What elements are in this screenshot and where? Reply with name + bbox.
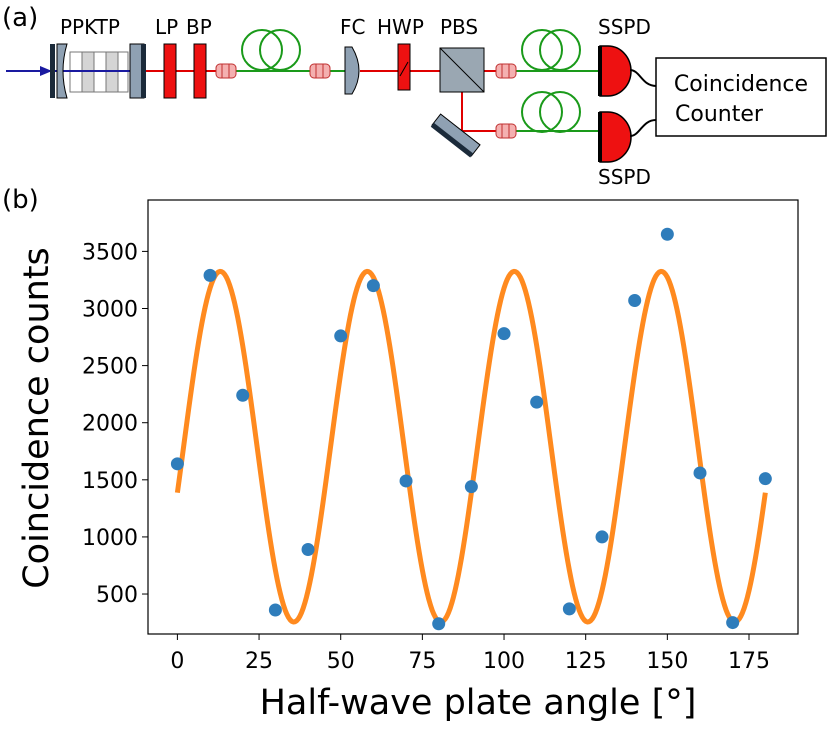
sspd-bottom-detector [599,111,632,163]
data-point [301,542,315,556]
data-point [170,457,184,471]
x-tick-label: 50 [327,649,355,674]
cable-bottom [629,119,657,137]
series-layer [170,227,772,631]
label-hwp: HWP [377,15,424,39]
x-axis-label: Half-wave plate angle [°] [260,683,697,723]
fiber-loop-3 [521,91,581,133]
label-sspd-top: SSPD [598,15,651,39]
plot-frame [147,199,799,635]
data-point [203,268,217,282]
half-wave-plate-axis [399,61,409,77]
input-mirror-coating [50,44,55,98]
data-point [497,327,511,341]
x-tick-label: 125 [565,649,607,674]
data-point [562,602,576,616]
setup-diagram: (a) [2,3,827,189]
x-tick-label: 100 [483,649,525,674]
collimator-3 [495,63,517,79]
data-point [268,603,282,617]
x-tick-label: 25 [245,649,273,674]
pump-arrow-icon [40,66,52,76]
label-lp: LP [155,15,178,39]
data-point [595,530,609,544]
collimator-4 [495,123,517,139]
y-axis-ticks: 500 1000 1500 2000 2500 3000 3500 [82,240,148,608]
collimator-2 [309,63,331,79]
data-point [530,395,544,409]
y-tick-label: 1500 [82,469,138,494]
x-axis-ticks: 0 25 50 75 100 125 150 175 [170,634,770,674]
band-pass-filter [193,43,207,99]
pbs-diagonal [439,47,485,93]
y-tick-label: 2500 [82,355,138,380]
y-tick-label: 3000 [82,298,138,323]
output-coupler-coating [141,44,146,98]
fold-mirror [430,113,481,158]
input-mirror [56,43,68,99]
data-point [628,294,642,308]
half-wave-plate [397,43,411,91]
x-tick-label: 0 [170,649,184,674]
label-bp: BP [186,15,212,39]
x-tick-label: 75 [408,649,436,674]
y-tick-label: 3500 [82,240,138,265]
sspd-top-face [598,46,602,96]
data-point [366,279,380,293]
collimator-1 [215,63,237,79]
fiber-coupler-lens [344,46,360,95]
coincidence-counter-box [655,57,827,137]
label-fc: FC [340,15,365,39]
y-tick-label: 1000 [82,526,138,551]
sspd-bottom-face [598,112,602,162]
x-tick-label: 175 [728,649,770,674]
counter-label-line1: Coincidence [674,72,808,97]
data-point [399,474,413,488]
data-point [758,472,772,486]
counter-label-line2: Counter [675,102,764,127]
data-point [432,617,446,631]
data-point [236,388,250,402]
data-point [334,329,348,343]
label-pbs: PBS [440,15,478,39]
data-point [693,466,707,480]
data-point [726,616,740,630]
y-tick-label: 2000 [82,412,138,437]
chart: (b) 0 25 50 75 100 125 150 175 500 1000 1500 2000 2… [2,185,799,723]
y-tick-label: 500 [96,583,138,608]
data-point [660,227,674,241]
fit-curve [174,268,768,625]
cable-top [629,69,657,87]
fiber-loop-1 [241,29,301,71]
long-pass-filter [163,43,177,99]
sspd-top-detector [599,45,632,97]
panel-b-label: (b) [2,185,39,215]
y-axis-label: Coincidence counts [17,247,57,589]
fiber-loop-2 [521,29,581,71]
label-ppktp: PPKTP [60,15,120,39]
label-sspd-bottom: SSPD [598,165,651,189]
panel-a-label: (a) [2,3,38,33]
data-point [464,480,478,494]
x-tick-label: 150 [646,649,688,674]
